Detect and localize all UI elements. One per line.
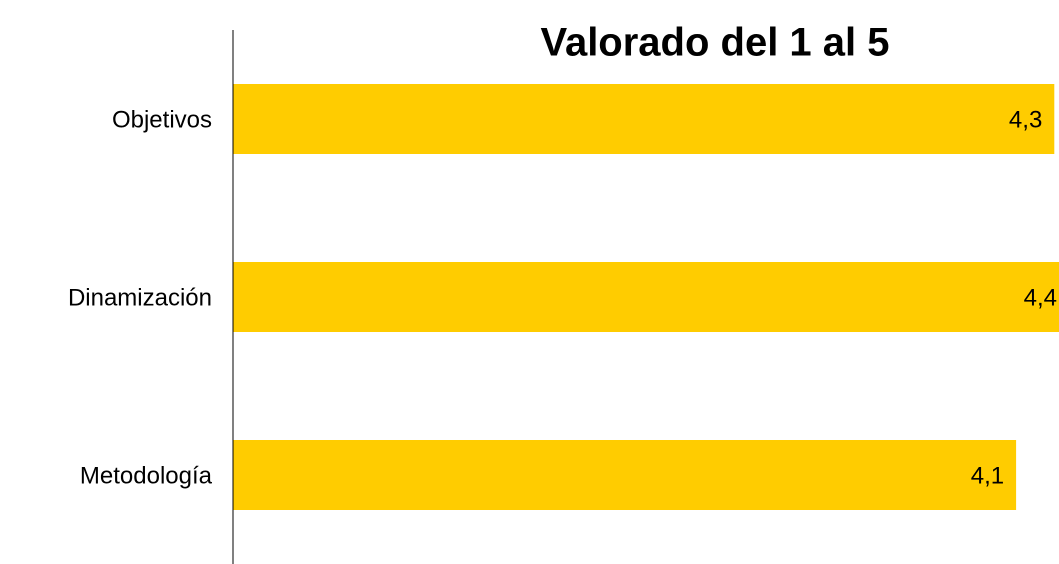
value-label: 4,4 [1024,284,1057,311]
bar [233,84,1055,154]
y-tick-label: Objetivos [112,106,212,133]
y-tick-label: Metodología [80,462,213,489]
value-label: 4,3 [1009,106,1042,133]
y-tick-label: Dinamización [68,284,212,311]
chart-title: Valorado del 1 al 5 [540,21,889,65]
bar [233,440,1017,510]
bar [233,262,1059,332]
value-label: 4,1 [971,462,1004,489]
